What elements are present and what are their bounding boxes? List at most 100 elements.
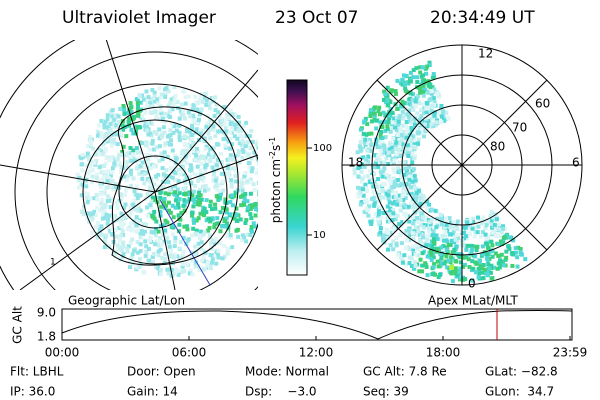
pixel — [214, 176, 219, 181]
pixel — [473, 230, 478, 235]
pixel — [212, 175, 217, 180]
pixel — [402, 203, 407, 208]
pixel — [403, 86, 408, 91]
pixel — [196, 246, 201, 251]
pixel — [487, 266, 492, 271]
pixel — [431, 72, 436, 77]
pixel — [488, 249, 493, 254]
pixel — [408, 131, 413, 136]
pixel — [387, 147, 392, 152]
pixel — [239, 178, 244, 183]
pixel — [405, 90, 410, 95]
pixel — [390, 120, 395, 125]
pixel — [217, 183, 222, 188]
pixel — [121, 103, 126, 108]
pixel — [411, 167, 416, 172]
pixel — [205, 260, 210, 265]
pixel — [416, 245, 421, 250]
pixel — [431, 228, 436, 233]
pixel — [398, 129, 403, 134]
pixel — [168, 100, 173, 105]
pixel — [401, 188, 406, 193]
pixel — [150, 141, 155, 146]
pixel — [394, 140, 399, 145]
pixel — [138, 232, 143, 237]
pixel — [407, 108, 412, 113]
pixel — [395, 202, 400, 207]
pixel — [141, 118, 146, 123]
pixel — [396, 149, 401, 154]
pixel — [430, 103, 435, 108]
pixel — [212, 128, 217, 133]
pixel — [115, 243, 120, 248]
pixel — [362, 140, 367, 145]
pixel — [424, 264, 429, 269]
pixel — [364, 132, 369, 137]
pixel — [397, 136, 402, 141]
pixel — [242, 198, 247, 203]
pixel — [119, 165, 124, 170]
pixel — [398, 233, 403, 238]
pixel — [107, 179, 112, 184]
pixel — [223, 197, 228, 202]
pixel — [178, 172, 183, 177]
pixel — [413, 99, 418, 104]
pixel — [258, 151, 262, 155]
pixel — [147, 185, 152, 190]
pixel — [412, 116, 417, 121]
pixel — [392, 199, 397, 204]
pixel — [121, 127, 126, 132]
pixel — [458, 266, 463, 271]
pixel — [495, 233, 500, 238]
pixel — [115, 142, 120, 147]
pixel — [150, 254, 155, 259]
footer-field: Door: Open — [127, 365, 196, 379]
pixel — [208, 155, 213, 160]
pixel — [208, 136, 213, 141]
pixel — [381, 169, 386, 174]
title: Ultraviolet Imager — [62, 8, 216, 28]
pixel — [235, 227, 240, 232]
pixel — [255, 156, 258, 161]
pixel — [413, 145, 418, 150]
hour-label: 18 — [348, 156, 363, 170]
pixel — [117, 247, 122, 252]
pixel — [405, 129, 410, 134]
pixel — [417, 231, 422, 236]
pixel — [248, 145, 253, 150]
pixel — [466, 257, 471, 262]
pixel — [145, 123, 150, 128]
pixel — [411, 193, 416, 198]
pixel — [177, 222, 182, 227]
pixel — [173, 235, 178, 240]
pixel — [257, 199, 258, 204]
pixel — [465, 220, 470, 225]
pixel — [158, 267, 163, 272]
pixel — [149, 121, 154, 126]
pixel — [515, 255, 520, 260]
pixel — [442, 118, 447, 123]
pixel — [455, 236, 460, 241]
pixel — [194, 153, 199, 158]
pixel — [102, 205, 107, 210]
pixel — [105, 117, 110, 122]
pixel — [189, 132, 194, 137]
pixel — [129, 105, 134, 110]
pixel — [235, 136, 240, 141]
pixel — [439, 245, 444, 250]
pixel — [262, 191, 266, 195]
pixel — [103, 203, 108, 208]
pixel — [381, 238, 386, 243]
pixel — [369, 197, 374, 202]
pixel — [372, 180, 377, 185]
pixel — [163, 112, 168, 117]
pixel — [412, 203, 417, 208]
pixel — [128, 101, 133, 106]
pixel — [415, 75, 420, 80]
pixel — [204, 162, 209, 167]
pixel — [369, 222, 374, 227]
pixel — [237, 160, 242, 165]
pixel — [431, 255, 436, 260]
pixel — [179, 255, 184, 260]
pixel — [410, 156, 415, 161]
